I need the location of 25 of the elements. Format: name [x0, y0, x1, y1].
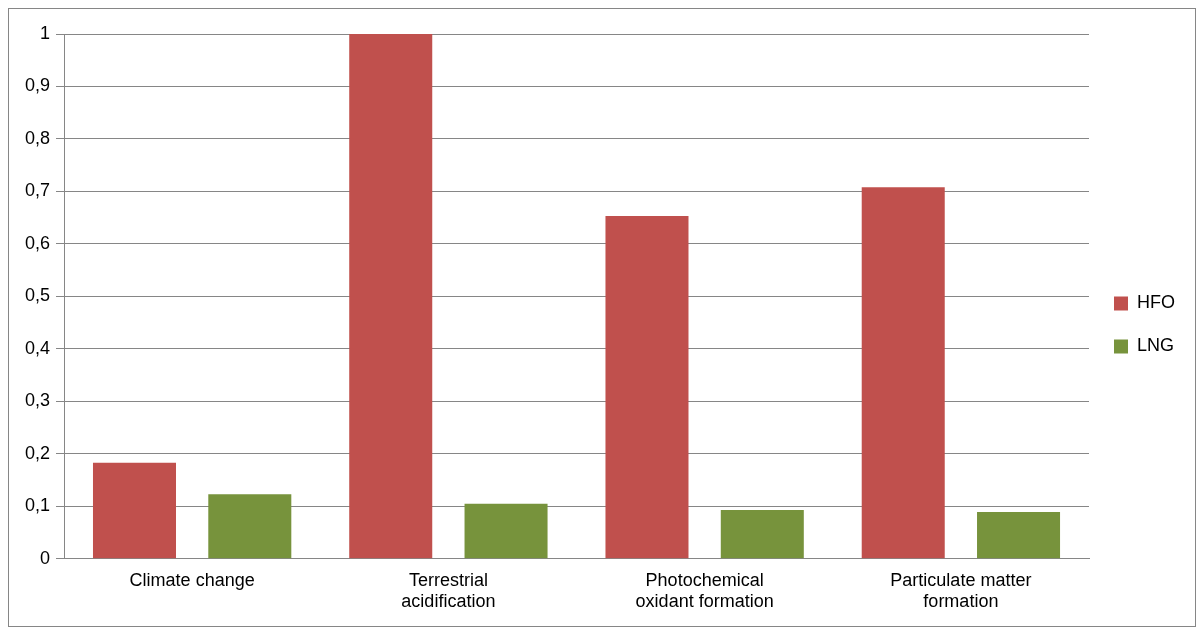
- bar: [861, 187, 945, 559]
- bar: [605, 216, 689, 559]
- y-tick-label: 0,5: [24, 285, 51, 306]
- x-tick-label: Particulate matter formation: [890, 569, 1032, 612]
- bar: [720, 509, 804, 559]
- bar: [977, 512, 1061, 559]
- y-tick-label: 1: [40, 22, 51, 43]
- y-tick-label: 0: [40, 547, 51, 568]
- y-tick-label: 0,4: [24, 337, 51, 358]
- y-tick-label: 0,1: [24, 495, 51, 516]
- y-tick-label: 0,9: [24, 75, 51, 96]
- y-tick-label: 0,3: [24, 390, 51, 411]
- y-tick-label: 0,6: [24, 232, 51, 253]
- bar: [92, 462, 176, 559]
- y-tick-label: 0,2: [24, 442, 51, 463]
- x-tick-label: Climate change: [129, 569, 255, 590]
- bar: [208, 494, 292, 559]
- legend-label: LNG: [1137, 335, 1175, 356]
- legend-label: HFO: [1137, 292, 1175, 313]
- x-tick-label: Photochemical oxidant formation: [635, 569, 774, 612]
- x-tick-label: Terrestrial acidification: [401, 569, 496, 612]
- y-tick-label: 0,8: [24, 127, 51, 148]
- y-tick-label: 0,7: [24, 180, 51, 201]
- bar: [464, 503, 548, 559]
- bar: [349, 34, 433, 559]
